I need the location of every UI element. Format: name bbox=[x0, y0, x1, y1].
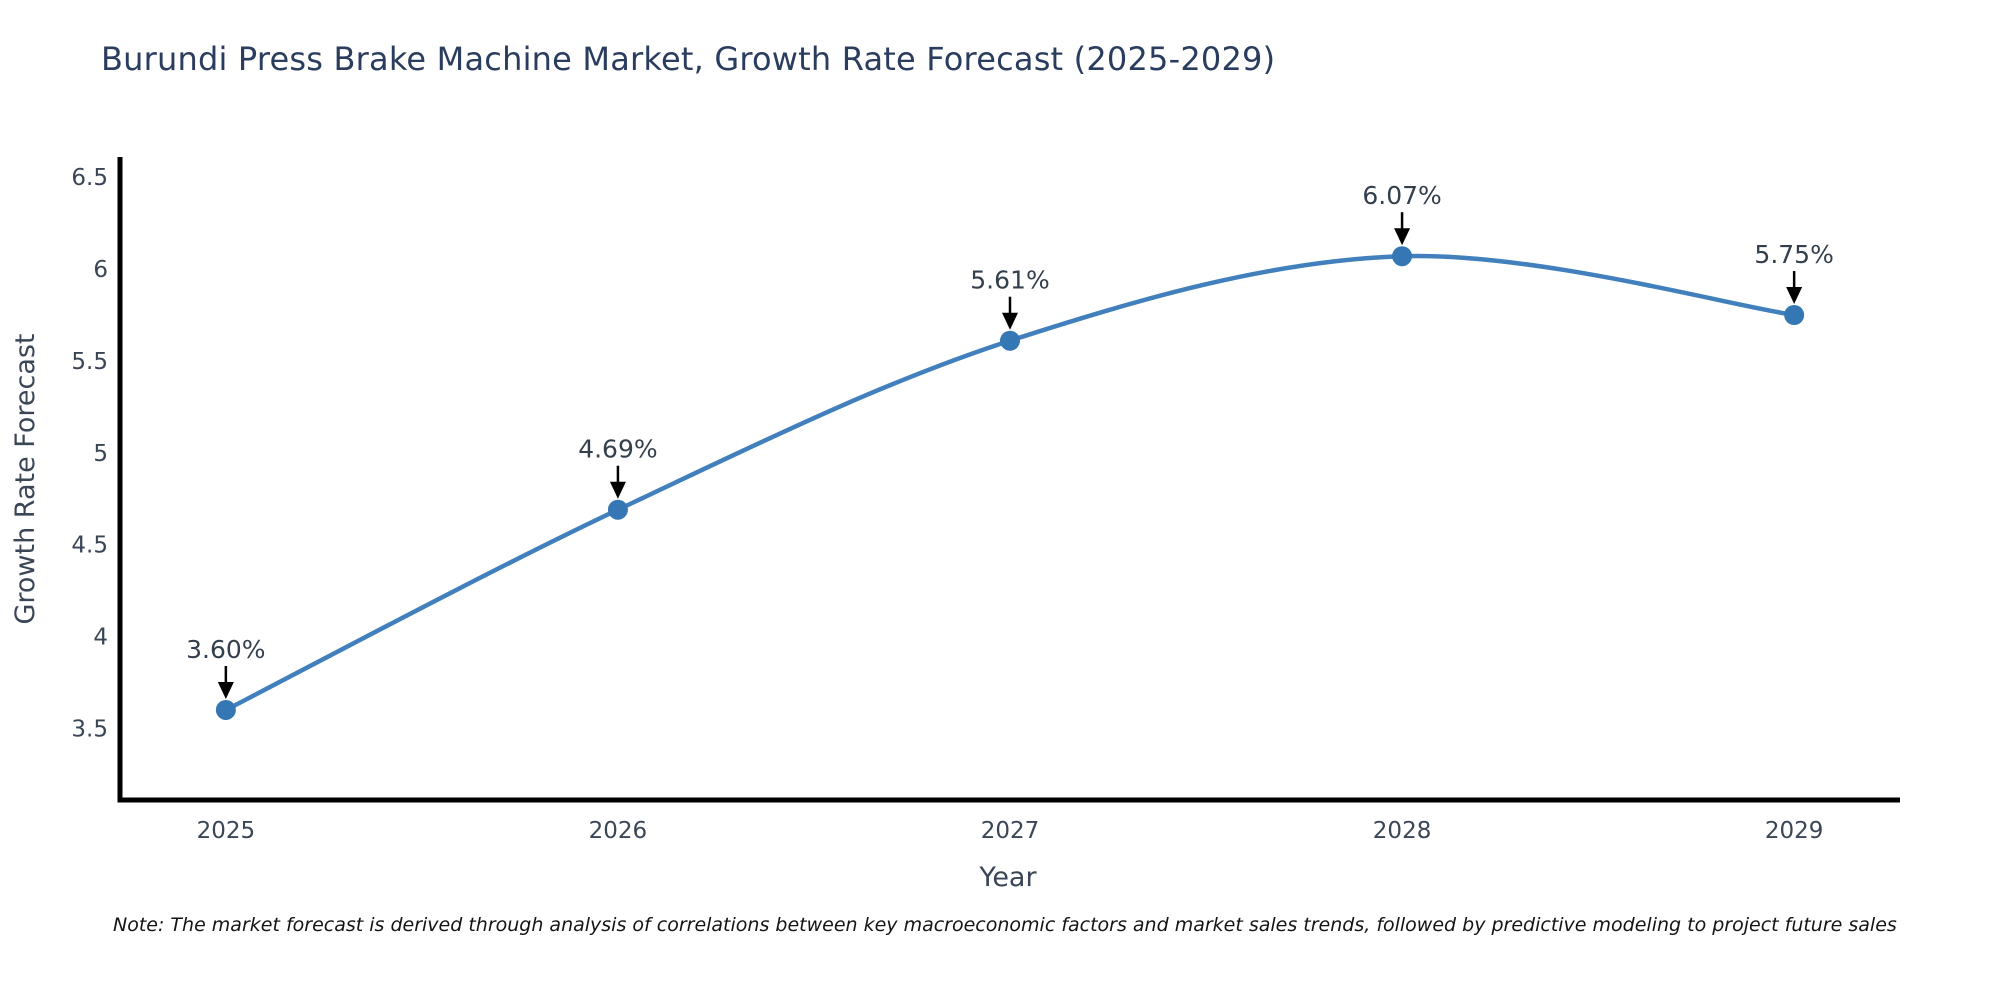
footnote: Note: The market forecast is derived thr… bbox=[113, 914, 1897, 936]
annotation-label: 6.07% bbox=[1362, 181, 1441, 210]
annotation-label: 4.69% bbox=[578, 435, 657, 464]
y-tick-label: 3.5 bbox=[71, 716, 108, 742]
annotation-arrowhead bbox=[609, 481, 626, 499]
y-tick-label: 6.5 bbox=[71, 165, 108, 191]
annotation-arrowhead bbox=[1786, 286, 1803, 304]
annotation-label: 3.60% bbox=[186, 635, 265, 664]
y-tick-label: 4.5 bbox=[71, 533, 108, 559]
y-tick-label: 5 bbox=[93, 441, 108, 467]
x-tick-label: 2027 bbox=[981, 818, 1040, 844]
x-tick-label: 2029 bbox=[1765, 818, 1824, 844]
data-point-marker bbox=[1000, 330, 1020, 351]
chart-generated-content: 3.5 4 4.5 5 5.5 6 6.5 2025 2026 2027 2028 2029 3.60%… bbox=[71, 157, 1900, 844]
data-point-marker bbox=[1784, 304, 1805, 325]
annotation-label: 5.75% bbox=[1754, 240, 1833, 269]
x-tick-label: 2028 bbox=[1373, 818, 1432, 844]
annotation-arrowhead bbox=[1394, 228, 1411, 246]
data-point-marker bbox=[1392, 246, 1413, 267]
x-tick-label: 2025 bbox=[197, 818, 256, 844]
y-tick-label: 6 bbox=[93, 257, 108, 283]
y-axis-label: Growth Rate Forecast bbox=[10, 333, 41, 624]
data-point-marker bbox=[215, 699, 236, 720]
annotation-label: 5.61% bbox=[970, 266, 1049, 295]
x-axis-label: Year bbox=[978, 862, 1037, 893]
annotation-arrowhead bbox=[1002, 312, 1018, 330]
y-tick-label: 4 bbox=[93, 624, 108, 650]
chart-title: Burundi Press Brake Machine Market, Grow… bbox=[101, 40, 1276, 78]
y-tick-label: 5.5 bbox=[71, 349, 108, 375]
x-tick-label: 2026 bbox=[589, 818, 648, 844]
data-point-marker bbox=[607, 499, 628, 520]
annotation-arrowhead bbox=[217, 681, 234, 699]
